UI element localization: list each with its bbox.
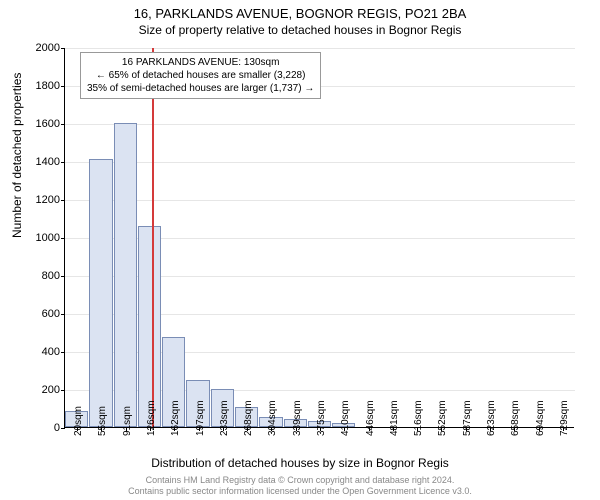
- annotation-line3: 35% of semi-detached houses are larger (…: [87, 82, 314, 95]
- annotation-line1: 16 PARKLANDS AVENUE: 130sqm: [87, 56, 314, 69]
- ytick-label: 1800: [20, 80, 60, 92]
- ytick-mark: [61, 200, 65, 201]
- gridline: [65, 124, 575, 125]
- histogram-bar: [89, 159, 112, 427]
- gridline: [65, 48, 575, 49]
- gridline: [65, 200, 575, 201]
- plot-region: [64, 48, 574, 428]
- chart-title-sub: Size of property relative to detached ho…: [0, 21, 600, 37]
- ytick-label: 1000: [20, 232, 60, 244]
- annotation-line2: ← 65% of detached houses are smaller (3,…: [87, 69, 314, 82]
- ytick-mark: [61, 124, 65, 125]
- ytick-label: 2000: [20, 42, 60, 54]
- ytick-mark: [61, 428, 65, 429]
- x-axis-label: Distribution of detached houses by size …: [0, 456, 600, 470]
- ytick-label: 1600: [20, 118, 60, 130]
- footer-attribution: Contains HM Land Registry data © Crown c…: [0, 475, 600, 497]
- ytick-label: 600: [20, 308, 60, 320]
- footer-line2: Contains public sector information licen…: [0, 486, 600, 497]
- ytick-mark: [61, 48, 65, 49]
- ytick-label: 200: [20, 384, 60, 396]
- annotation-box: 16 PARKLANDS AVENUE: 130sqm← 65% of deta…: [80, 52, 321, 99]
- ytick-mark: [61, 352, 65, 353]
- histogram-bar: [114, 123, 137, 427]
- ytick-mark: [61, 390, 65, 391]
- ytick-label: 400: [20, 346, 60, 358]
- ytick-mark: [61, 276, 65, 277]
- ytick-mark: [61, 86, 65, 87]
- ytick-mark: [61, 314, 65, 315]
- ytick-label: 800: [20, 270, 60, 282]
- ytick-mark: [61, 238, 65, 239]
- ytick-label: 1400: [20, 156, 60, 168]
- ytick-mark: [61, 162, 65, 163]
- chart-title-main: 16, PARKLANDS AVENUE, BOGNOR REGIS, PO21…: [0, 0, 600, 21]
- ytick-label: 0: [20, 422, 60, 434]
- reference-line: [152, 48, 154, 427]
- histogram-bar: [138, 226, 161, 427]
- gridline: [65, 162, 575, 163]
- footer-line1: Contains HM Land Registry data © Crown c…: [0, 475, 600, 486]
- chart-area: [64, 48, 574, 428]
- ytick-label: 1200: [20, 194, 60, 206]
